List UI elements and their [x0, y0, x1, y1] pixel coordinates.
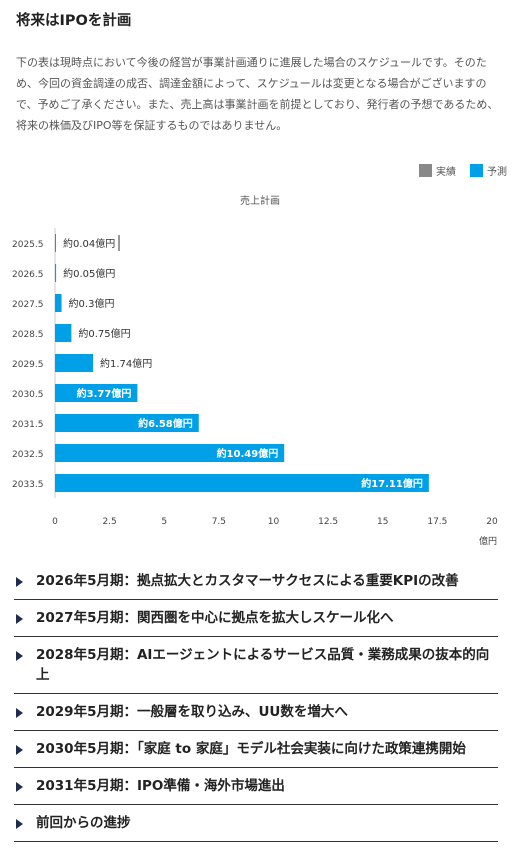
data-label: 約0.05億円 [63, 267, 115, 280]
category-label: 2026.5 [12, 270, 44, 280]
legend-label-actual: 実績 [436, 167, 456, 178]
caret-right-icon [16, 708, 23, 718]
bar [55, 324, 72, 342]
bar [55, 354, 94, 372]
category-label: 2029.5 [12, 360, 44, 370]
category-label: 2027.5 [12, 300, 44, 310]
legend-item-actual[interactable]: 実績 [419, 163, 456, 178]
chart-legend: 実績 予測 [405, 163, 507, 178]
category-label: 2025.5 [12, 240, 44, 250]
accordion-item-2028[interactable]: 2028年5月期：AIエージェントによるサービス品質・業務成果の抜本的向上 [14, 637, 498, 694]
bar [55, 474, 429, 492]
accordion-item-2029[interactable]: 2029年5月期：一般層を取り込み、UU数を増大へ [14, 694, 498, 731]
x-tick-label: 5 [161, 517, 167, 527]
accordion-item-2031[interactable]: 2031年5月期：IPO準備・海外市場進出 [14, 768, 498, 805]
caret-right-icon [16, 782, 23, 792]
legend-swatch-forecast [470, 164, 483, 177]
x-tick-label: 12.5 [318, 517, 338, 527]
accordion-item-2030[interactable]: 2030年5月期：「家庭 to 家庭」モデル社会実装に向けた政策連携開始 [14, 731, 498, 768]
data-label: 約10.49億円 [217, 447, 279, 460]
x-tick-label: 15 [377, 517, 388, 527]
caret-right-icon [16, 614, 23, 624]
bar [55, 264, 57, 282]
legend-label-forecast: 予測 [487, 167, 507, 178]
category-label: 2030.5 [12, 390, 44, 400]
bar [55, 234, 56, 252]
x-tick-label: 10 [268, 517, 280, 527]
data-label: 約17.11億円 [361, 477, 423, 490]
x-tick-label: 20 [486, 517, 498, 527]
data-label: 約0.04億円 [63, 237, 115, 250]
legend-item-forecast[interactable]: 予測 [470, 163, 507, 178]
x-axis-unit: 億円 [479, 535, 497, 547]
accordion-label: 2029年5月期：一般層を取り込み、UU数を増大へ [36, 704, 348, 720]
accordion-label: 前回からの進捗 [36, 815, 131, 831]
caret-right-icon [16, 819, 23, 829]
category-label: 2032.5 [12, 450, 44, 460]
x-tick-label: 0 [52, 517, 58, 527]
accordion-item-progress[interactable]: 前回からの進捗 [14, 805, 498, 842]
accordion-item-2027[interactable]: 2027年5月期：関西圏を中心に拠点を拡大しスケール化へ [14, 600, 498, 637]
bar [55, 384, 138, 402]
data-label: 約6.58億円 [138, 417, 193, 430]
accordion-label: 2028年5月期：AIエージェントによるサービス品質・業務成果の抜本的向上 [36, 647, 490, 683]
chart-title: 売上計画 [240, 194, 280, 207]
caret-right-icon [16, 745, 23, 755]
category-label: 2028.5 [12, 330, 44, 340]
bar [55, 444, 285, 462]
caret-right-icon [16, 577, 23, 587]
x-tick-label: 7.5 [212, 517, 226, 527]
legend-swatch-actual [419, 164, 432, 177]
category-label: 2033.5 [12, 480, 44, 490]
accordion-label: 2030年5月期：「家庭 to 家庭」モデル社会実装に向けた政策連携開始 [36, 741, 466, 757]
accordion-label: 2026年5月期：拠点拡大とカスタマーサクセスによる重要KPIの改善 [36, 573, 459, 589]
data-label: 約0.3億円 [69, 297, 115, 310]
caret-right-icon [16, 651, 23, 661]
bar [55, 294, 62, 312]
milestone-accordion: 2026年5月期：拠点拡大とカスタマーサクセスによる重要KPIの改善 2027年… [14, 563, 498, 842]
category-label: 2031.5 [12, 420, 44, 430]
data-label: 約0.75億円 [78, 327, 130, 340]
x-tick-label: 17.5 [427, 517, 447, 527]
x-tick-label: 2.5 [102, 517, 116, 527]
disclaimer-text: 下の表は現時点において今後の経営が事業計画通りに進展した場合のスケジュールです。… [16, 56, 499, 132]
data-label: 約1.74億円 [100, 357, 152, 370]
data-label: 約3.77億円 [77, 387, 132, 400]
accordion-item-2026[interactable]: 2026年5月期：拠点拡大とカスタマーサクセスによる重要KPIの改善 [14, 563, 498, 600]
bar [55, 414, 199, 432]
accordion-label: 2031年5月期：IPO準備・海外市場進出 [36, 778, 285, 794]
section-heading: 将来はIPOを計画 [16, 13, 132, 29]
sales-plan-chart: 売上計画 2025.5 約0.04億円 2026.5 約0.05億円 2027.5 約0.3… [12, 194, 498, 547]
accordion-label: 2027年5月期：関西圏を中心に拠点を拡大しスケール化へ [36, 610, 394, 626]
